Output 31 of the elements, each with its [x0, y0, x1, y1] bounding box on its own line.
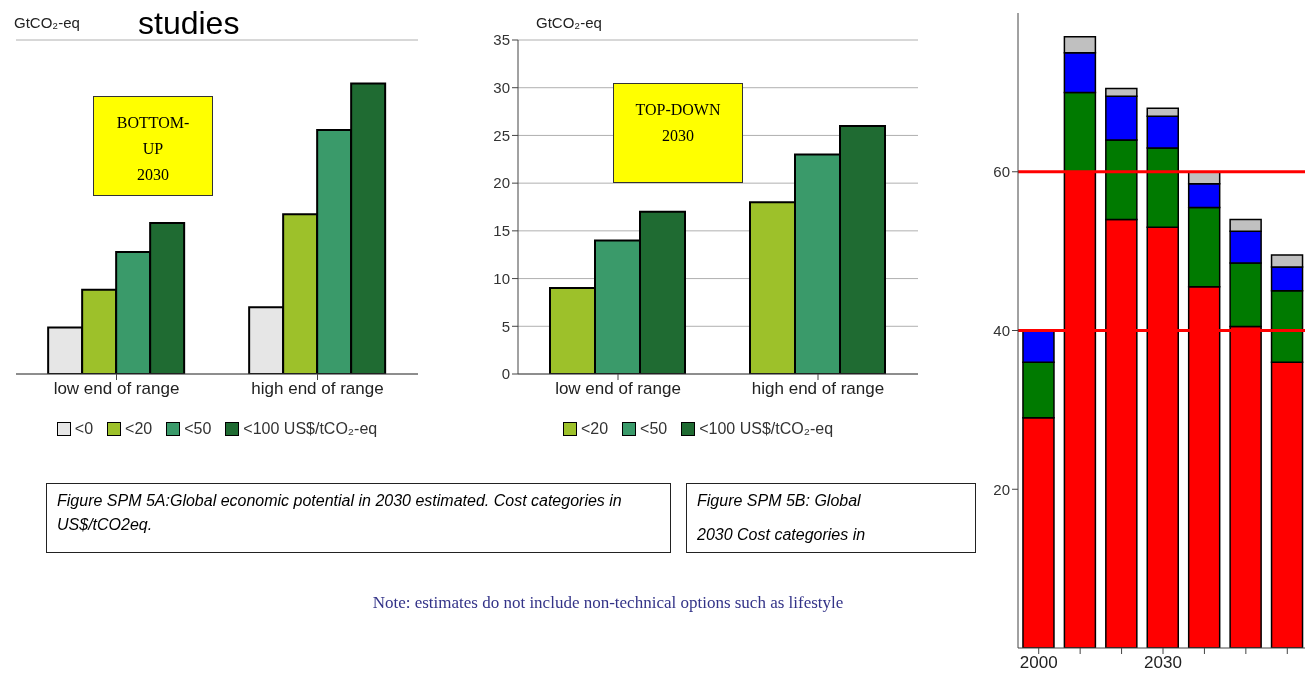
text: 2030 Cost categories in [686, 518, 976, 553]
y-tick-label: 35 [493, 31, 510, 49]
legend-label: <100 US$/tCO₂-eq [699, 420, 834, 438]
legend-label: <50 [184, 420, 212, 438]
x-tick-label: high end of range [251, 379, 384, 399]
y-tick-label: 60 [993, 163, 1010, 181]
chart-title: studies [138, 7, 240, 42]
x-tick-label: high end of range [751, 379, 885, 399]
y-tick-label: 30 [493, 79, 510, 97]
legend-label: <20 [125, 420, 153, 438]
y-tick-label: 40 [993, 321, 1010, 339]
y-tick-label: 20 [493, 174, 510, 192]
text: Note: estimates do not include non-technical options such as lifestyle [371, 593, 845, 614]
y-tick-label: 25 [493, 126, 510, 144]
x-tick-label: 2030 [1144, 653, 1182, 673]
legend-label: <20 [580, 420, 609, 438]
y-axis-title: GtCO₂-eq [14, 14, 80, 31]
x-tick-label: low end of range [53, 379, 180, 399]
y-tick-label: 20 [993, 480, 1010, 498]
legend-label: <100 US$/tCO₂-eq [243, 420, 378, 438]
x-tick-label: 2000 [1019, 653, 1058, 673]
y-tick-label: 0 [501, 365, 510, 383]
y-tick-label: 10 [493, 269, 510, 287]
text: Figure SPM 5B: Global [686, 483, 976, 518]
y-tick-label: 5 [501, 317, 510, 335]
text: Figure SPM 5A:Global economic potential in 2030 estimated. Cost categories in US$/tCO2eq. [46, 483, 671, 553]
legend-label: <50 [640, 420, 668, 438]
x-tick-label: low end of range [555, 379, 681, 399]
y-tick-label: 15 [493, 222, 510, 240]
legend-label: <0 [74, 420, 94, 438]
y-axis-title: GtCO₂-eq [536, 14, 602, 31]
